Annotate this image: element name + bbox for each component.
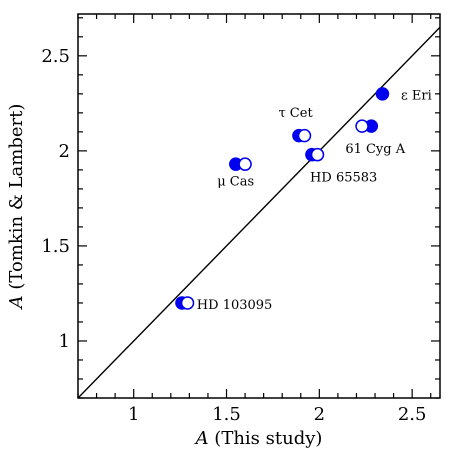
y-tick-label: 1.5: [41, 236, 70, 257]
x-axis-title: A (This study): [194, 428, 323, 449]
x-tick-label: 1.5: [212, 404, 241, 425]
star-label: μ Cas: [217, 174, 254, 189]
plot-frame: [77, 13, 441, 399]
star-label: τ Cet: [278, 106, 313, 121]
star-label: 61 Cyg A: [345, 142, 405, 157]
x-axis-title-text: (This study): [209, 428, 323, 449]
open-point: [310, 147, 325, 162]
x-tick-label: 1: [128, 404, 139, 425]
open-point: [238, 157, 252, 171]
star-label: HD 65583: [310, 170, 377, 185]
identity-line: [78, 26, 440, 398]
x-tick-label: 2: [314, 404, 325, 425]
x-tick-label: 2.5: [398, 404, 427, 425]
open-point: [355, 119, 369, 133]
plot-area: 1 1.5 2 2.5 1 1.5 2 2.5 HD 103095 μ Cas τ Cet HD 65…: [41, 13, 441, 425]
open-point: [297, 128, 312, 143]
y-tick-label: 2: [59, 141, 70, 162]
y-tick-label: 1: [59, 331, 70, 352]
star-label: ε Eri: [401, 89, 432, 104]
y-axis-title-variable: A: [6, 295, 27, 310]
y-tick-label: 2.5: [41, 46, 70, 67]
star-label: HD 103095: [197, 298, 273, 313]
y-axis-title-text: (Tomkin & Lambert): [6, 104, 27, 296]
y-axis-title: A (Tomkin & Lambert): [6, 104, 27, 311]
filled-point: [375, 87, 390, 101]
open-point: [180, 296, 195, 310]
x-axis-title-variable: A: [194, 428, 209, 449]
